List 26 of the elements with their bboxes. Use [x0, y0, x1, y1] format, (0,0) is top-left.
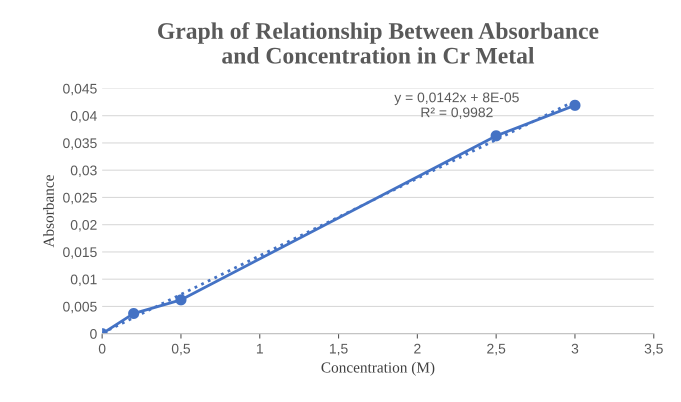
- y-tick-label: 0,01: [70, 274, 97, 286]
- x-tick-label: 3,5: [644, 344, 663, 356]
- y-tick-label: 0,035: [63, 138, 97, 150]
- point: [490, 130, 502, 142]
- x-tick-label: 0: [98, 344, 106, 354]
- y-tick-label: 0,03: [70, 166, 97, 177]
- x-tick-label: 2,5: [487, 344, 506, 356]
- point: [175, 294, 187, 306]
- y-tick-label: 0,005: [63, 302, 97, 314]
- x-tick-label: 0,5: [172, 344, 190, 356]
- y-tick-label: 0: [90, 328, 97, 339]
- y-tick-label: 0,02: [70, 220, 97, 232]
- y-tick-label: 0,04: [70, 111, 97, 122]
- y-tick-label: 0,015: [63, 247, 97, 259]
- x-tick-label: 3: [572, 344, 578, 354]
- y-tick-label: 0,045: [63, 84, 97, 96]
- y-tick-label: 0,025: [63, 192, 97, 204]
- chart-title: Graph of Relationship Between Absorbance and Concentration in Cr Metal: [158, 22, 598, 64]
- x-tick-label: 1,5: [330, 344, 348, 356]
- y-axis-title: Absorbance: [43, 175, 54, 248]
- x-tick-label: 1: [256, 344, 263, 354]
- point: [128, 308, 140, 320]
- x-axis-title: Concentration (M): [322, 362, 434, 376]
- x-tick-label: 2: [414, 344, 421, 354]
- point: [569, 100, 581, 111]
- annotation: y = 0,0142x + 8E-05 R² = 0,9982: [394, 92, 519, 119]
